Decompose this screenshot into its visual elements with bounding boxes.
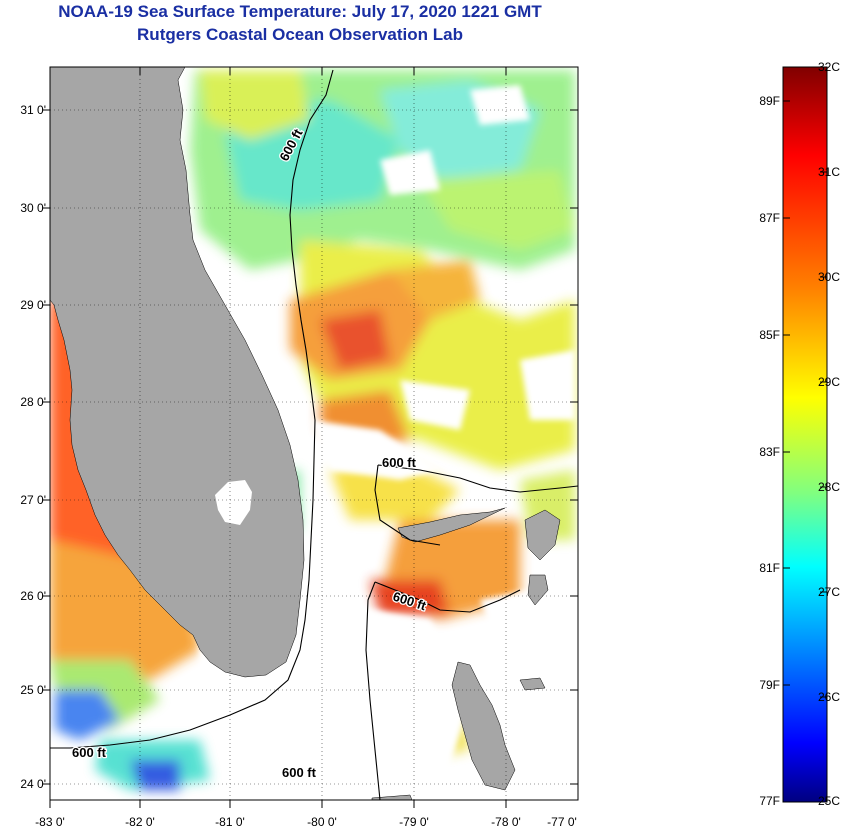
lat-label: 28 0' bbox=[20, 395, 46, 409]
axis-ticks bbox=[42, 67, 578, 808]
lon-label: -79 0' bbox=[399, 815, 429, 829]
florida-land bbox=[50, 67, 305, 678]
isobath-label: 600 ft bbox=[72, 745, 107, 760]
lat-label: 31 0' bbox=[20, 103, 46, 117]
colorbar-c-label: 32C bbox=[818, 60, 841, 74]
lat-label: 30 0' bbox=[20, 201, 46, 215]
colorbar-f-label: 81F bbox=[759, 561, 780, 575]
lat-label: 25 0' bbox=[20, 683, 46, 697]
colorbar-f-label: 77F bbox=[759, 794, 780, 808]
colorbar-c-label: 31C bbox=[818, 165, 841, 179]
lon-label: -78 0' bbox=[491, 815, 521, 829]
map-subtitle: Rutgers Coastal Ocean Observation Lab bbox=[137, 25, 463, 44]
lon-label: -82 0' bbox=[125, 815, 155, 829]
colorbar-f-label: 79F bbox=[759, 678, 780, 692]
colorbar-f-label: 89F bbox=[759, 94, 780, 108]
lat-label: 29 0' bbox=[20, 298, 46, 312]
colorbar-f-label: 87F bbox=[759, 211, 780, 225]
lon-label: -77 0' bbox=[547, 815, 577, 829]
bahamas-islands bbox=[371, 507, 561, 800]
map-grid bbox=[50, 67, 578, 800]
isobath-label: 600 ft bbox=[382, 455, 417, 470]
map-frame bbox=[49, 66, 579, 801]
colorbar bbox=[782, 66, 828, 803]
colorbar-ticks bbox=[783, 100, 827, 698]
lake-okeechobee bbox=[215, 480, 252, 525]
map-title: NOAA-19 Sea Surface Temperature: July 17… bbox=[58, 2, 542, 21]
colorbar-c-label: 28C bbox=[818, 480, 841, 494]
isobath-label: 600 ft bbox=[282, 765, 317, 780]
lon-label: -83 0' bbox=[35, 815, 65, 829]
colorbar-c-label: 25C bbox=[818, 794, 841, 808]
colorbar-c-label: 29C bbox=[818, 375, 841, 389]
isobath-lines bbox=[50, 69, 578, 800]
colorbar-f-label: 83F bbox=[759, 445, 780, 459]
lon-label: -81 0' bbox=[215, 815, 245, 829]
colorbar-c-label: 26C bbox=[818, 690, 841, 704]
lat-label: 24 0' bbox=[20, 777, 46, 791]
map-plot-area: 600 ft 600 ft 600 ft 600 ft 600 ft bbox=[50, 67, 578, 800]
colorbar-f-label: 85F bbox=[759, 328, 780, 342]
lat-label: 27 0' bbox=[20, 493, 46, 507]
colorbar-c-label: 27C bbox=[818, 585, 841, 599]
lon-label: -80 0' bbox=[307, 815, 337, 829]
lat-label: 26 0' bbox=[20, 589, 46, 603]
colorbar-c-label: 30C bbox=[818, 270, 841, 284]
